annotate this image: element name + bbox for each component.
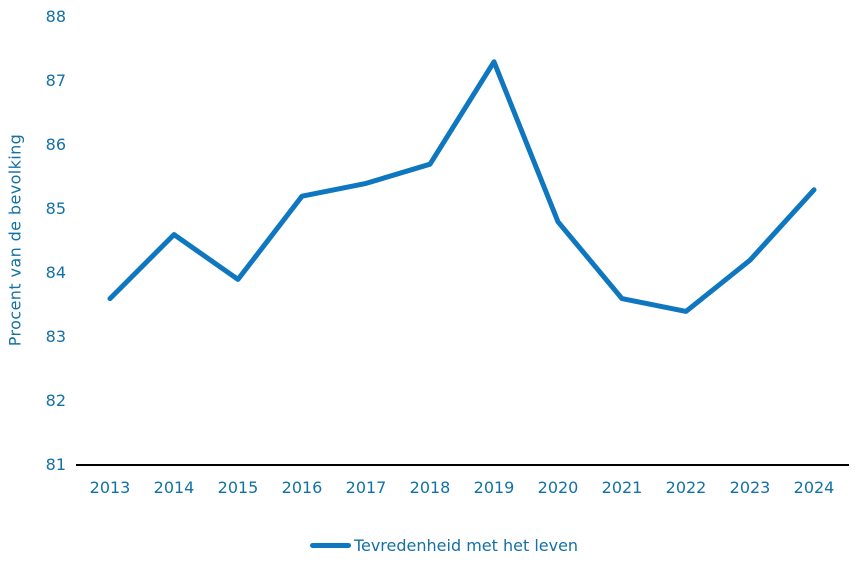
y-tick-label: 88 bbox=[45, 7, 66, 26]
x-tick-label: 2016 bbox=[281, 478, 323, 497]
y-tick-label: 83 bbox=[45, 327, 66, 346]
y-tick-label: 87 bbox=[45, 71, 66, 90]
x-tick-label: 2020 bbox=[537, 478, 579, 497]
x-tick-label: 2015 bbox=[217, 478, 259, 497]
y-tick-label: 82 bbox=[45, 391, 66, 410]
x-tick-label: 2018 bbox=[409, 478, 451, 497]
legend: Tevredenheid met het leven bbox=[0, 536, 858, 555]
x-tick-label: 2021 bbox=[601, 478, 643, 497]
x-tick-label: 2017 bbox=[345, 478, 387, 497]
y-tick-label: 85 bbox=[45, 199, 66, 218]
y-axis-tick-labels: 81 82 83 84 85 86 87 88 bbox=[28, 0, 66, 564]
legend-item-tevredenheid[interactable]: Tevredenheid met het leven bbox=[309, 536, 579, 555]
y-tick-label: 86 bbox=[45, 135, 66, 154]
legend-label: Tevredenheid met het leven bbox=[353, 536, 579, 555]
x-tick-label: 2023 bbox=[729, 478, 771, 497]
x-tick-label: 2014 bbox=[153, 478, 195, 497]
x-tick-label: 2013 bbox=[89, 478, 131, 497]
x-tick-label: 2022 bbox=[665, 478, 707, 497]
y-tick-label: 84 bbox=[45, 263, 66, 282]
x-tick-label: 2024 bbox=[793, 478, 835, 497]
data-line-tevredenheid bbox=[107, 59, 817, 314]
x-axis-tick-labels: 2013 2014 2015 2016 2017 2018 2019 2020 2021 2022… bbox=[0, 477, 858, 501]
legend-line-swatch bbox=[309, 543, 351, 548]
y-tick-label: 81 bbox=[45, 455, 66, 474]
x-tick-label: 2019 bbox=[473, 478, 515, 497]
